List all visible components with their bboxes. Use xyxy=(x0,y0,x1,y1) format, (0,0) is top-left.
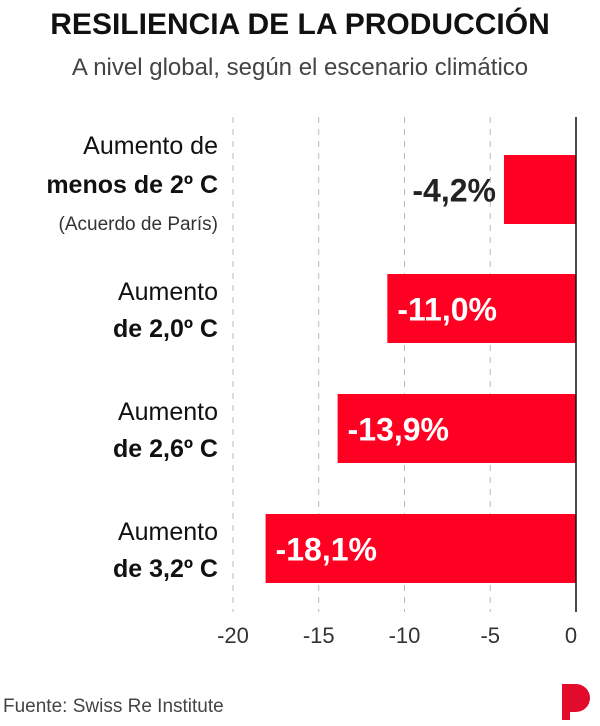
category-label: (Acuerdo de París) xyxy=(59,214,218,235)
data-label: -18,1% xyxy=(276,532,377,568)
x-tick-label: -5 xyxy=(480,623,500,648)
x-tick-label: -15 xyxy=(303,623,335,648)
data-label: -4,2% xyxy=(412,173,496,209)
category-label: Aumento de xyxy=(83,132,218,160)
data-label: -13,9% xyxy=(348,412,449,448)
x-tick-label: -10 xyxy=(389,623,421,648)
category-label: de 2,6º C xyxy=(113,435,218,463)
x-tick-label: 0 xyxy=(565,623,577,648)
category-label: Aumento xyxy=(118,278,218,306)
bar xyxy=(387,274,576,343)
data-label: -11,0% xyxy=(397,292,497,328)
chart-subtitle: A nivel global, según el escenario climá… xyxy=(72,54,528,81)
x-tick-label: -20 xyxy=(217,623,249,648)
category-label: menos de 2º C xyxy=(46,171,218,199)
bar xyxy=(337,394,576,463)
source-note: Fuente: Swiss Re Institute xyxy=(3,696,224,717)
category-label: de 2,0º C xyxy=(113,315,218,343)
category-label: de 3,2º C xyxy=(113,555,218,583)
category-label: Aumento xyxy=(118,398,218,426)
publisher-logo xyxy=(562,684,590,720)
category-label: Aumento xyxy=(118,518,218,546)
bar xyxy=(503,155,576,224)
bar xyxy=(265,514,576,583)
chart-title: RESILIENCIA DE LA PRODUCCIÓN xyxy=(50,7,549,41)
